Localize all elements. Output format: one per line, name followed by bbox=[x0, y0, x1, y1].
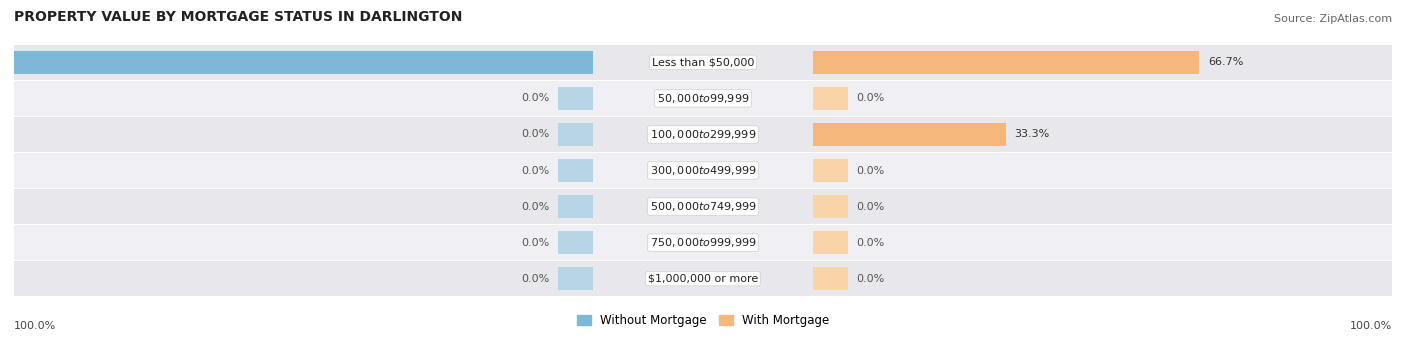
Text: 66.7%: 66.7% bbox=[1208, 57, 1243, 68]
Text: 0.0%: 0.0% bbox=[856, 165, 884, 176]
Bar bbox=[813, 45, 1392, 80]
Text: $1,000,000 or more: $1,000,000 or more bbox=[648, 273, 758, 284]
Bar bbox=[593, 261, 813, 296]
Text: 0.0%: 0.0% bbox=[856, 238, 884, 248]
Text: Less than $50,000: Less than $50,000 bbox=[652, 57, 754, 68]
Bar bbox=[813, 153, 1392, 188]
Bar bbox=[593, 153, 813, 188]
Bar bbox=[593, 45, 813, 80]
Text: 0.0%: 0.0% bbox=[522, 165, 550, 176]
Text: 0.0%: 0.0% bbox=[522, 93, 550, 103]
Text: 100.0%: 100.0% bbox=[0, 57, 6, 68]
Bar bbox=[813, 195, 848, 218]
Bar bbox=[813, 261, 1392, 296]
Bar bbox=[593, 225, 813, 260]
Legend: Without Mortgage, With Mortgage: Without Mortgage, With Mortgage bbox=[572, 309, 834, 332]
Text: 0.0%: 0.0% bbox=[856, 202, 884, 211]
Bar bbox=[558, 123, 593, 146]
Text: $100,000 to $299,999: $100,000 to $299,999 bbox=[650, 128, 756, 141]
Text: 0.0%: 0.0% bbox=[522, 130, 550, 139]
Bar bbox=[14, 45, 593, 80]
Text: 0.0%: 0.0% bbox=[522, 238, 550, 248]
Text: 100.0%: 100.0% bbox=[1350, 321, 1392, 331]
Text: 0.0%: 0.0% bbox=[522, 202, 550, 211]
Text: 0.0%: 0.0% bbox=[522, 273, 550, 284]
Bar bbox=[14, 153, 593, 188]
Bar bbox=[558, 231, 593, 254]
Text: PROPERTY VALUE BY MORTGAGE STATUS IN DARLINGTON: PROPERTY VALUE BY MORTGAGE STATUS IN DAR… bbox=[14, 10, 463, 24]
Bar bbox=[558, 267, 593, 291]
Text: 0.0%: 0.0% bbox=[856, 273, 884, 284]
Bar bbox=[813, 87, 848, 110]
Bar bbox=[14, 51, 593, 74]
Bar bbox=[813, 81, 1392, 116]
Text: $50,000 to $99,999: $50,000 to $99,999 bbox=[657, 92, 749, 105]
Text: 0.0%: 0.0% bbox=[856, 93, 884, 103]
Bar bbox=[813, 51, 1199, 74]
Bar bbox=[593, 189, 813, 224]
Bar bbox=[558, 159, 593, 182]
Bar bbox=[558, 87, 593, 110]
Text: 33.3%: 33.3% bbox=[1015, 130, 1050, 139]
Text: 100.0%: 100.0% bbox=[14, 321, 56, 331]
Bar bbox=[813, 123, 1005, 146]
Bar bbox=[813, 159, 848, 182]
Bar bbox=[593, 117, 813, 152]
Text: $750,000 to $999,999: $750,000 to $999,999 bbox=[650, 236, 756, 249]
Bar bbox=[14, 81, 593, 116]
Bar bbox=[813, 225, 1392, 260]
Bar bbox=[813, 189, 1392, 224]
Bar bbox=[558, 195, 593, 218]
Bar bbox=[813, 267, 848, 291]
Bar bbox=[14, 117, 593, 152]
Bar bbox=[813, 231, 848, 254]
Bar bbox=[14, 225, 593, 260]
Bar bbox=[14, 261, 593, 296]
Text: $300,000 to $499,999: $300,000 to $499,999 bbox=[650, 164, 756, 177]
Text: $500,000 to $749,999: $500,000 to $749,999 bbox=[650, 200, 756, 213]
Bar bbox=[813, 117, 1392, 152]
Bar bbox=[14, 189, 593, 224]
Text: Source: ZipAtlas.com: Source: ZipAtlas.com bbox=[1274, 14, 1392, 24]
Bar bbox=[593, 81, 813, 116]
